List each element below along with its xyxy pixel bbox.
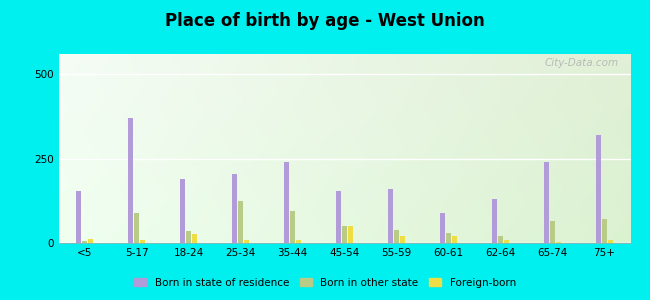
Bar — [446, 233, 451, 243]
Bar — [544, 162, 549, 243]
Bar — [88, 239, 93, 243]
Text: Place of birth by age - West Union: Place of birth by age - West Union — [165, 12, 485, 30]
Bar — [556, 242, 561, 243]
Bar — [180, 179, 185, 243]
Bar — [296, 240, 301, 243]
Bar — [76, 191, 81, 243]
Bar — [192, 233, 197, 243]
Bar — [504, 240, 509, 243]
Bar — [498, 236, 503, 243]
Bar — [608, 240, 613, 243]
Bar — [388, 189, 393, 243]
Bar — [400, 236, 405, 243]
Bar — [232, 174, 237, 243]
Legend: Born in state of residence, Born in other state, Foreign-born: Born in state of residence, Born in othe… — [130, 274, 520, 292]
Bar — [128, 118, 133, 243]
Bar — [394, 230, 399, 243]
Bar — [134, 213, 139, 243]
Bar — [602, 219, 607, 243]
Bar — [452, 236, 457, 243]
Bar — [238, 201, 243, 243]
Bar — [596, 135, 601, 243]
Bar — [492, 199, 497, 243]
Bar — [550, 221, 555, 243]
Bar — [140, 240, 145, 243]
Bar — [186, 231, 191, 243]
Bar — [244, 240, 249, 243]
Bar — [284, 162, 289, 243]
Bar — [290, 211, 295, 243]
Text: City-Data.com: City-Data.com — [545, 58, 619, 68]
Bar — [348, 226, 353, 243]
Bar — [342, 226, 347, 243]
Bar — [82, 241, 87, 243]
Bar — [440, 213, 445, 243]
Bar — [336, 191, 341, 243]
